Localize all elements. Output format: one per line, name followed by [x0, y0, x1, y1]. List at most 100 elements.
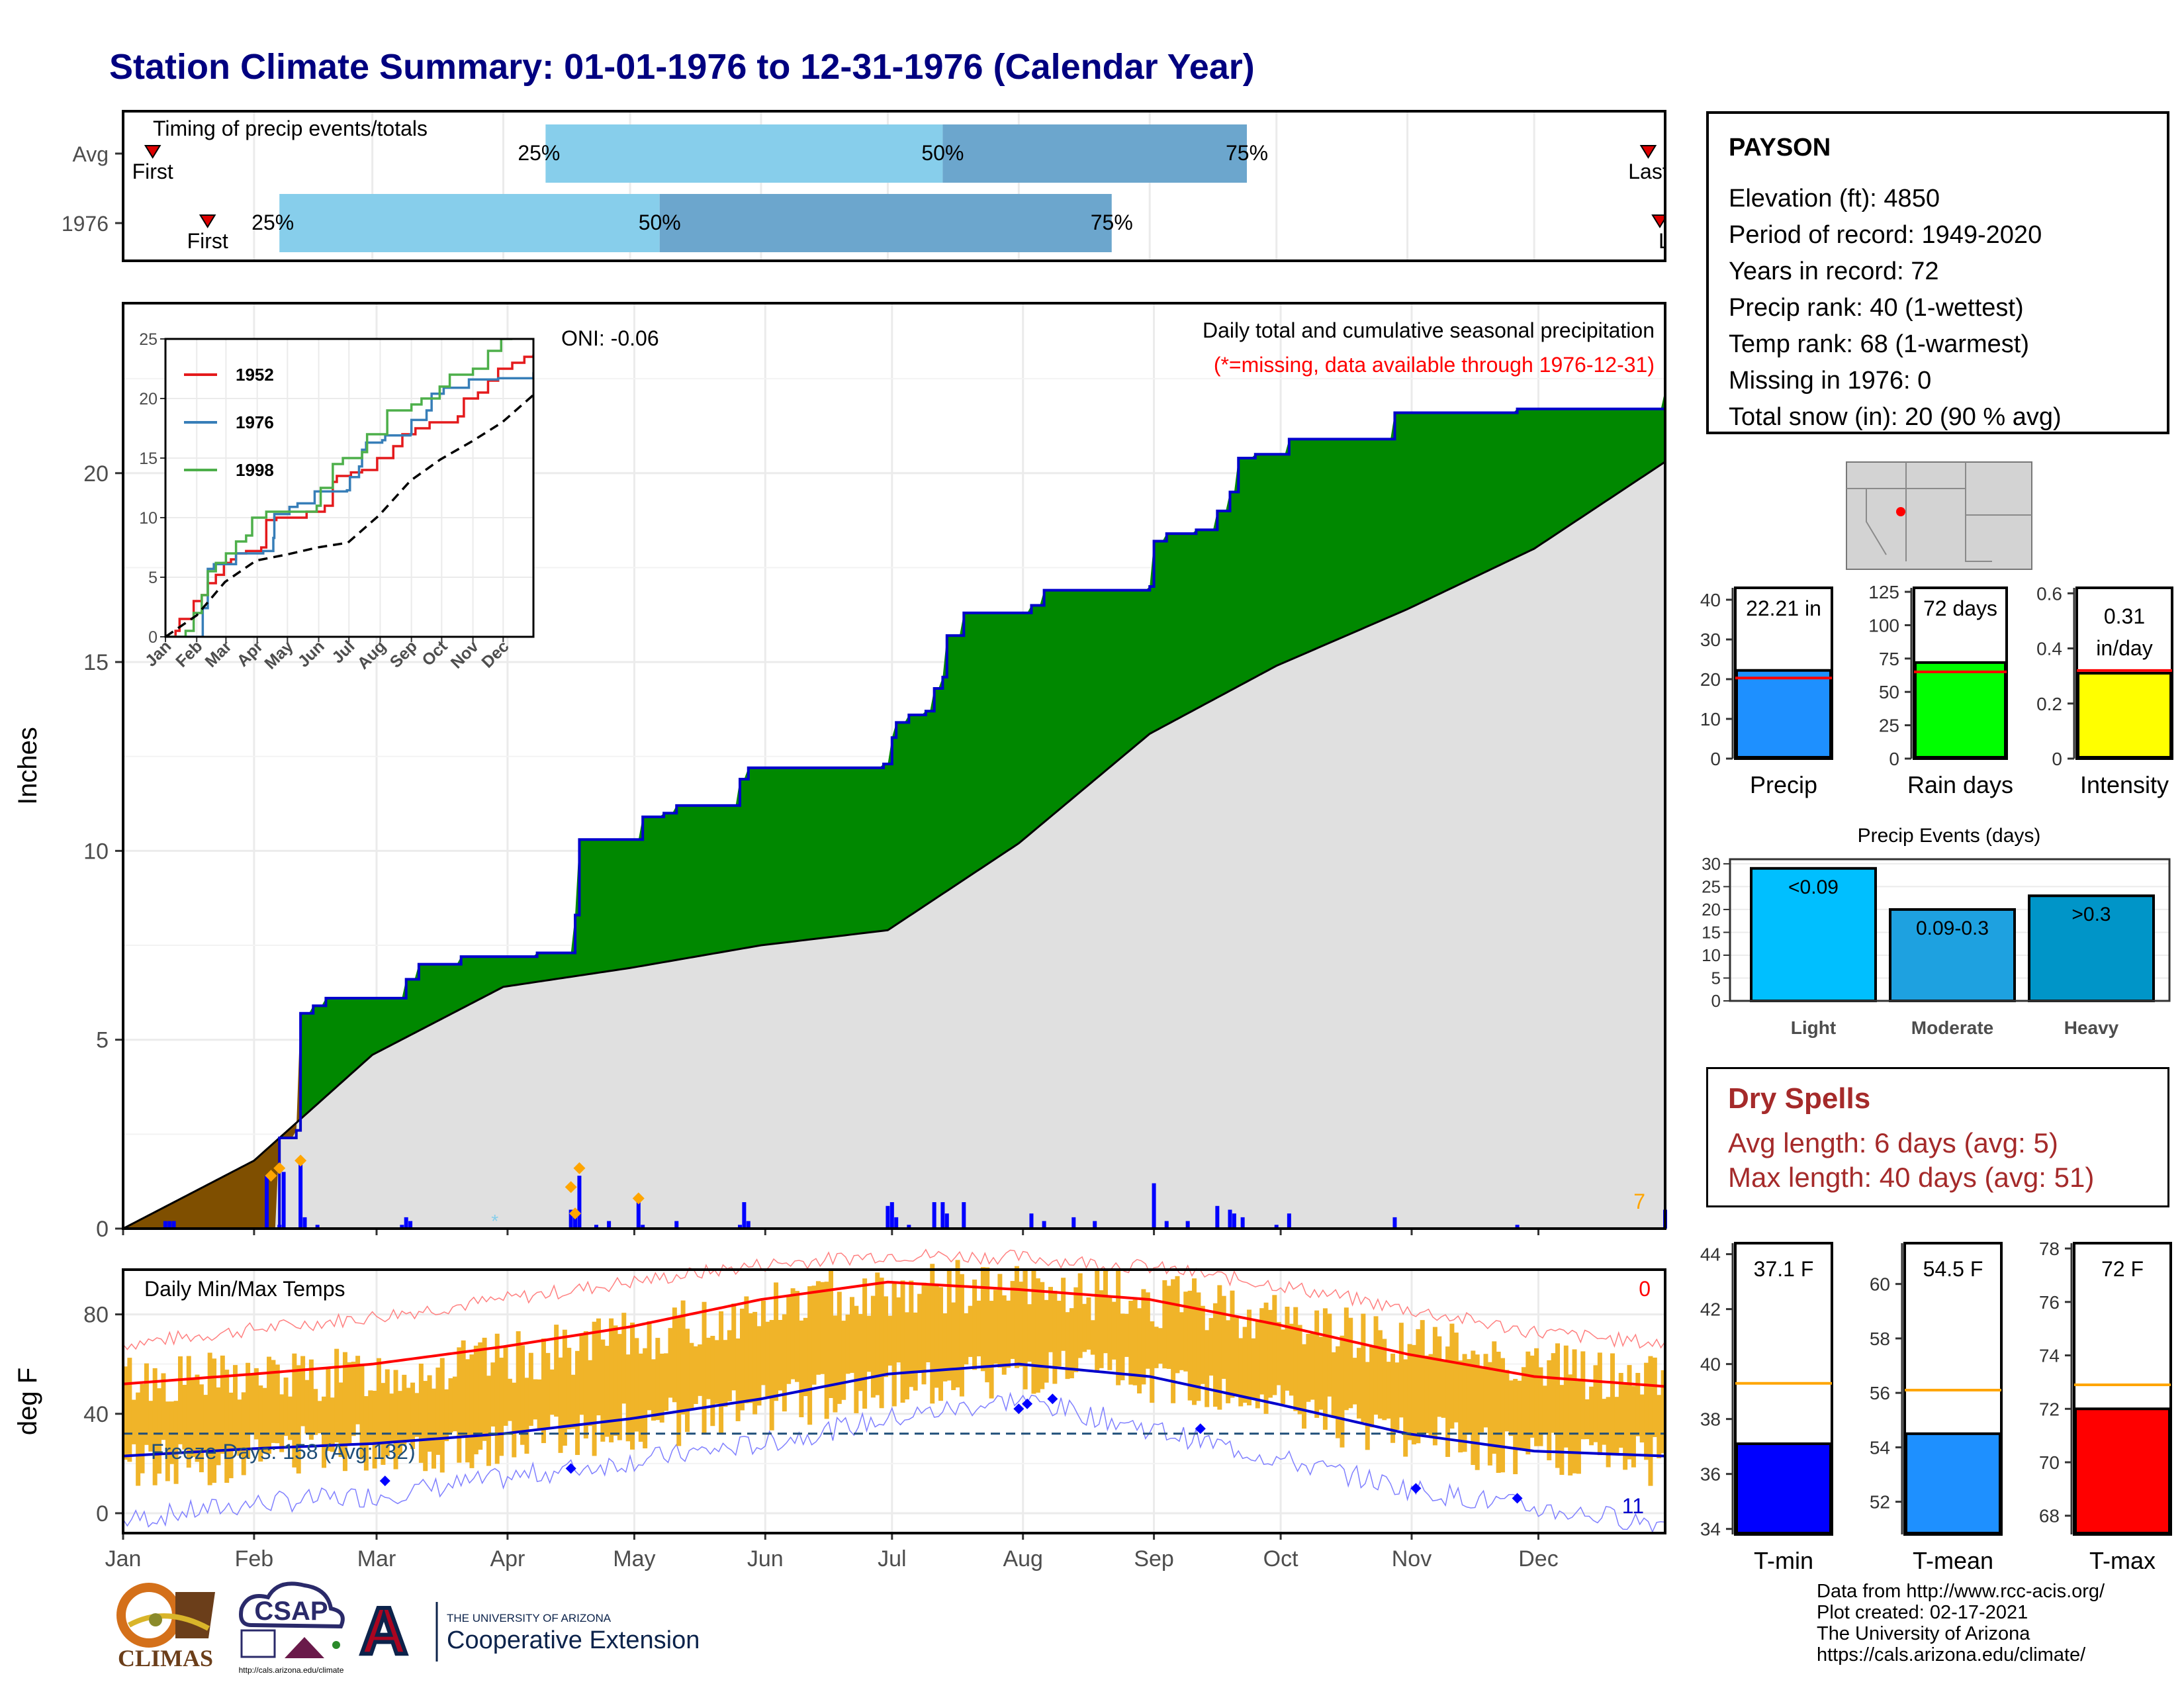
daily-temp-bar: [191, 1378, 196, 1458]
inset-series-line: [165, 394, 533, 637]
daily-temp-bar: [1019, 1282, 1024, 1367]
daily-temp-bar: [1508, 1380, 1514, 1436]
daily-precip-bar: [1029, 1213, 1034, 1229]
csap-logo-text: CSAP: [254, 1597, 328, 1626]
summary-bar-ytick-label: 70: [2039, 1452, 2060, 1473]
daily-temp-bar: [993, 1289, 998, 1364]
daily-temp-bar: [643, 1348, 648, 1449]
precip-event-bar-label: <0.09: [1788, 876, 1839, 898]
temps-xtick-label: Dec: [1518, 1546, 1558, 1571]
daily-temp-bar: [786, 1295, 792, 1384]
daily-precip-bar: [171, 1221, 176, 1229]
daily-temp-bar: [516, 1331, 521, 1431]
daily-temp-bar: [1120, 1313, 1125, 1381]
daily-temp-bar: [1056, 1301, 1062, 1367]
daily-temp-bar: [177, 1356, 183, 1444]
daily-temp-bar: [232, 1365, 238, 1450]
summary-bar-value: [1905, 1432, 2001, 1535]
daily-precip-bar: [1042, 1221, 1046, 1229]
daily-temp-bar: [1538, 1367, 1543, 1446]
precip-events-ytick-label: 10: [1702, 945, 1721, 965]
daily-temp-bar: [524, 1378, 529, 1454]
daily-temp-bar: [1631, 1385, 1636, 1468]
daily-precip-bar: [886, 1205, 890, 1229]
daily-temp-bar: [1276, 1322, 1281, 1385]
daily-temp-bar: [267, 1356, 272, 1454]
daily-temp-bar: [1162, 1280, 1167, 1369]
daily-temp-bar: [752, 1311, 758, 1415]
daily-temp-bar: [1517, 1380, 1522, 1448]
daily-temp-bar: [173, 1401, 179, 1484]
daily-temp-bar: [1377, 1330, 1383, 1419]
daily-temp-bar: [279, 1394, 285, 1452]
daily-precip-bar: [265, 1176, 269, 1229]
summary-bar-value: [1914, 661, 2007, 759]
cumulative-ytick-label: 20: [83, 461, 109, 487]
summary-bar-value: [2077, 672, 2172, 759]
cumulative-panel-border: [122, 302, 1666, 1230]
daily-temp-bar: [1652, 1357, 1657, 1437]
daily-temp-bar: [1453, 1333, 1459, 1423]
cumulative-ylabel: Inches: [13, 727, 42, 805]
daily-precip-bar: [894, 1217, 899, 1229]
daily-precip-bar: [962, 1202, 966, 1229]
cumulative-ytick-label: 5: [96, 1028, 109, 1053]
snow-marker: [295, 1154, 307, 1167]
daily-precip-bar: [400, 1225, 404, 1229]
daily-temp-bar: [1348, 1317, 1353, 1409]
daily-temp-bar: [1310, 1331, 1315, 1400]
daily-temp-bar: [668, 1328, 673, 1398]
daily-temp-bar: [887, 1315, 893, 1366]
daily-temp-bar: [275, 1364, 280, 1444]
daily-temp-bar: [799, 1320, 804, 1417]
daily-temp-bar: [1661, 1370, 1666, 1454]
daily-temp-bar: [389, 1393, 394, 1442]
daily-temp-bar: [659, 1353, 664, 1423]
daily-temp-bar: [1289, 1323, 1294, 1396]
daily-temp-bar: [1247, 1309, 1252, 1406]
daily-temp-bar: [351, 1362, 356, 1436]
daily-temp-bar: [1589, 1386, 1594, 1446]
daily-temp-bar: [1466, 1359, 1471, 1433]
daily-temp-bar: [212, 1358, 217, 1483]
daily-temp-bar: [1212, 1303, 1218, 1407]
daily-temp-bar: [1099, 1290, 1104, 1368]
summary-bar-ytick-label: 54: [1870, 1437, 1890, 1458]
daily-temp-bar: [317, 1401, 322, 1434]
daily-temp-bar: [917, 1293, 923, 1371]
daily-precip-bar: [315, 1225, 320, 1229]
daily-temp-bar: [452, 1376, 457, 1432]
daily-temp-bar: [1394, 1362, 1400, 1430]
daily-temp-bar: [562, 1329, 567, 1446]
daily-temp-bar: [1205, 1330, 1210, 1407]
daily-temp-bar: [533, 1379, 538, 1420]
timing-bar-q1: [545, 124, 943, 183]
precip-event-bar-label: >0.3: [2071, 904, 2111, 925]
summary-bar-ytick-label: 100: [1868, 615, 1899, 635]
daily-temp-bar: [203, 1395, 208, 1453]
daily-temp-bar: [1221, 1295, 1226, 1379]
cumulative-annotation-title: Daily total and cumulative seasonal prec…: [1203, 318, 1655, 342]
inset-ytick-label: 20: [139, 390, 158, 408]
daily-temp-bar: [1487, 1362, 1492, 1466]
daily-temp-bar: [685, 1329, 690, 1432]
daily-precip-bar: [281, 1172, 286, 1229]
temps-xtick-label: Jun: [747, 1546, 784, 1571]
daily-temp-bar: [1445, 1346, 1451, 1457]
precip-event-category: Moderate: [1911, 1017, 1993, 1038]
daily-temp-bar: [968, 1305, 973, 1357]
inset-ytick-label: 0: [148, 628, 158, 647]
daily-temp-bar: [1166, 1286, 1171, 1369]
daily-temp-bar: [680, 1300, 686, 1415]
average-cumulative-line: [122, 461, 1666, 1230]
daily-temp-bar: [1542, 1385, 1547, 1434]
daily-temp-bar: [592, 1321, 597, 1456]
daily-temp-bar: [144, 1363, 149, 1445]
daily-temp-bar: [989, 1301, 994, 1399]
daily-temp-bar: [1141, 1289, 1146, 1385]
daily-temp-bar: [1263, 1302, 1269, 1414]
daily-temp-bar: [1200, 1305, 1205, 1384]
daily-temp-bar: [359, 1364, 365, 1460]
daily-temp-bar: [1593, 1365, 1598, 1442]
daily-temp-bar: [710, 1336, 715, 1427]
